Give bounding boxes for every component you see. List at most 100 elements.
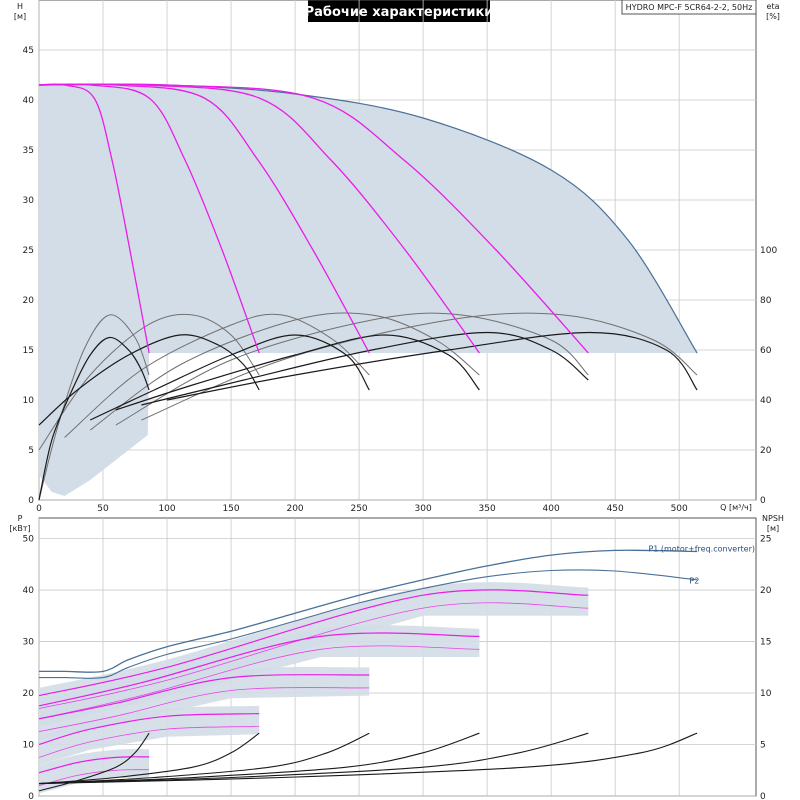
power-band-area: [39, 582, 589, 717]
model-label: HYDRO MPC-F 5CR64-2-2, 50Hz: [626, 3, 753, 12]
y-left-tick-label: 40: [23, 586, 35, 596]
power-curve-speed: [38, 632, 480, 707]
x-tick-label: 500: [671, 504, 688, 514]
lower-tick-labels: 0 10 20 30 40 50 0 5 10 15 20 25: [23, 535, 772, 800]
x-tick-label: 50: [97, 504, 109, 514]
power-legend: P1 (motor+freq.converter) P2: [648, 544, 755, 585]
power-curve-speed: [38, 674, 370, 720]
p2-curve: [39, 569, 698, 679]
lower-y-label-right: NPSH: [762, 514, 784, 523]
efficiency-curve-dark: [115, 334, 480, 411]
power-npsh-chart: 0 10 20 30 40 50 0 5 10 15 20 25 P1 (motor+freq.con…: [9, 514, 784, 800]
upper-y-label-right: eta: [767, 2, 780, 11]
efficiency-curve-dark: [38, 336, 150, 501]
efficiency-curve-gray: [38, 313, 260, 451]
x-tick-label: 150: [222, 504, 239, 514]
power-curve-speed-p2: [38, 687, 370, 732]
title-box: [308, 0, 490, 22]
upper-y-label-left: H: [17, 2, 23, 11]
head-efficiency-chart: 0 50 100 150 200 250 300 350 400 450 5000510152025…: [14, 0, 780, 514]
efficiency-curve-dark: [141, 331, 589, 406]
lower-y-label-left: P: [18, 514, 23, 523]
efficiency-curve-dark: [166, 331, 698, 401]
head-curves: [38, 83, 589, 354]
head-curve-speed: [38, 83, 589, 354]
lower-grid: [38, 518, 756, 797]
npsh-curve: [38, 732, 480, 785]
efficiency-curves: [38, 312, 698, 501]
p1-curve: [39, 549, 698, 673]
efficiency-curve-gray: [115, 312, 589, 426]
power-band-area: [39, 666, 370, 740]
y-left-tick-label: 20: [23, 296, 35, 306]
efficiency-curve-gray: [38, 314, 150, 501]
x-tick-label: 0: [36, 504, 42, 514]
x-tick-label: 250: [350, 504, 367, 514]
x-tick-label: 450: [607, 504, 624, 514]
efficiency-curve-gray: [89, 312, 480, 431]
power-bands: [39, 582, 589, 794]
efficiency-curve-dark: [38, 334, 260, 426]
y-left-tick-label: 10: [23, 741, 35, 751]
y-left-tick-label: 40: [23, 96, 35, 106]
y-left-tick-label: 30: [23, 196, 35, 206]
y-left-tick-label: 0: [28, 792, 34, 800]
y-right-tick-label: 60: [760, 346, 772, 356]
npsh-curve: [38, 732, 260, 785]
legend-label: P1 (motor+freq.converter): [648, 544, 755, 553]
y-right-tick-label: 80: [760, 296, 772, 306]
x-tick-label: 200: [286, 504, 303, 514]
upper-tick-labels: 0 50 100 150 200 250 300 350 400 450 5000510152025…: [23, 46, 778, 514]
power-curve-speed: [38, 589, 589, 697]
npsh-curve: [38, 732, 589, 785]
npsh-curve: [38, 732, 150, 792]
y-left-tick-label: 50: [23, 535, 35, 545]
power-lines: [38, 549, 698, 787]
y-right-tick-label: 0: [760, 496, 766, 506]
y-right-tick-label: 20: [760, 586, 772, 596]
legend-label: P2: [689, 576, 699, 585]
head-curve-speed: [38, 83, 370, 354]
y-left-tick-label: 45: [23, 46, 34, 56]
y-right-tick-label: 20: [760, 446, 772, 456]
head-curve-speed: [38, 83, 260, 354]
lower-y-unit-left: [кВт]: [9, 524, 30, 533]
y-right-tick-label: 5: [760, 741, 766, 751]
y-left-tick-label: 20: [23, 689, 35, 699]
x-tick-label: 400: [543, 504, 560, 514]
efficiency-curve-gray: [141, 312, 698, 421]
x-tick-label: 100: [158, 504, 175, 514]
y-right-tick-label: 100: [760, 246, 777, 256]
y-right-tick-label: 40: [760, 396, 772, 406]
upper-y-unit-right: [%]: [766, 12, 780, 21]
x-axis-label: Q [м³/ч]: [720, 503, 752, 512]
upper-y-unit-left: [м]: [14, 12, 26, 21]
y-right-tick-label: 0: [760, 792, 766, 800]
lower-y-unit-right: [м]: [767, 524, 779, 533]
chart-title: Рабочие характеристики: [305, 5, 494, 20]
x-tick-label: 300: [415, 504, 432, 514]
envelope-area: [39, 84, 698, 496]
y-left-tick-label: 0: [28, 496, 34, 506]
y-left-tick-label: 10: [23, 396, 35, 406]
npsh-curve: [38, 732, 370, 785]
efficiency-curve-gray: [64, 313, 370, 438]
y-left-tick-label: 15: [23, 346, 34, 356]
power-curve-speed-p2: [38, 726, 260, 758]
y-left-tick-label: 25: [23, 246, 34, 256]
y-left-tick-label: 35: [23, 146, 34, 156]
y-right-tick-label: 25: [760, 535, 771, 545]
npsh-curves: [38, 732, 698, 792]
power-curve-speed: [38, 713, 260, 746]
y-right-tick-label: 10: [760, 689, 772, 699]
power-curve-speed-p2: [38, 602, 589, 709]
y-left-tick-label: 30: [23, 638, 35, 648]
npsh-curve: [38, 732, 698, 785]
power-curve-speed: [38, 756, 150, 774]
power-curve-speed-p2: [38, 769, 150, 787]
y-left-tick-label: 5: [28, 446, 34, 456]
x-tick-label: 350: [479, 504, 496, 514]
power-curve-speed-p2: [38, 645, 480, 720]
power-band-area: [39, 625, 480, 727]
